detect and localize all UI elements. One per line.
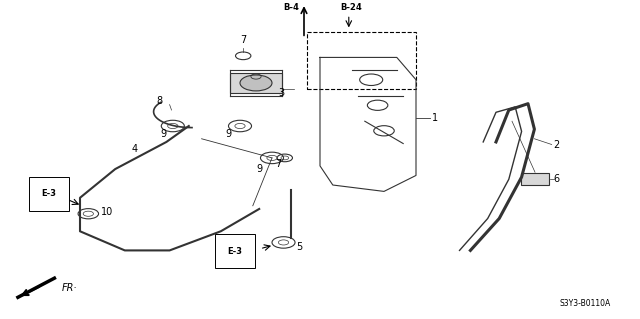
Text: 5: 5 — [296, 242, 303, 252]
Text: 7: 7 — [275, 160, 282, 169]
Text: 8: 8 — [157, 96, 163, 106]
Bar — [521, 173, 550, 185]
Text: 9: 9 — [256, 164, 262, 174]
Text: 10: 10 — [101, 207, 113, 217]
Text: E-3: E-3 — [42, 189, 56, 198]
Circle shape — [240, 75, 272, 91]
Bar — [307, 32, 416, 89]
Text: 1: 1 — [432, 113, 438, 123]
Text: B-24: B-24 — [340, 3, 362, 11]
Text: B-4: B-4 — [284, 3, 299, 11]
Text: 6: 6 — [554, 174, 560, 184]
Text: S3Y3-B0110A: S3Y3-B0110A — [560, 299, 611, 308]
Text: 4: 4 — [131, 144, 138, 153]
Text: 9: 9 — [225, 129, 232, 139]
Text: 2: 2 — [554, 140, 560, 150]
Bar — [230, 73, 282, 93]
Text: FR·: FR· — [61, 283, 77, 293]
Text: 3: 3 — [278, 87, 285, 98]
Text: 7: 7 — [240, 35, 246, 45]
Text: E-3: E-3 — [227, 247, 242, 256]
Text: 9: 9 — [160, 129, 166, 139]
